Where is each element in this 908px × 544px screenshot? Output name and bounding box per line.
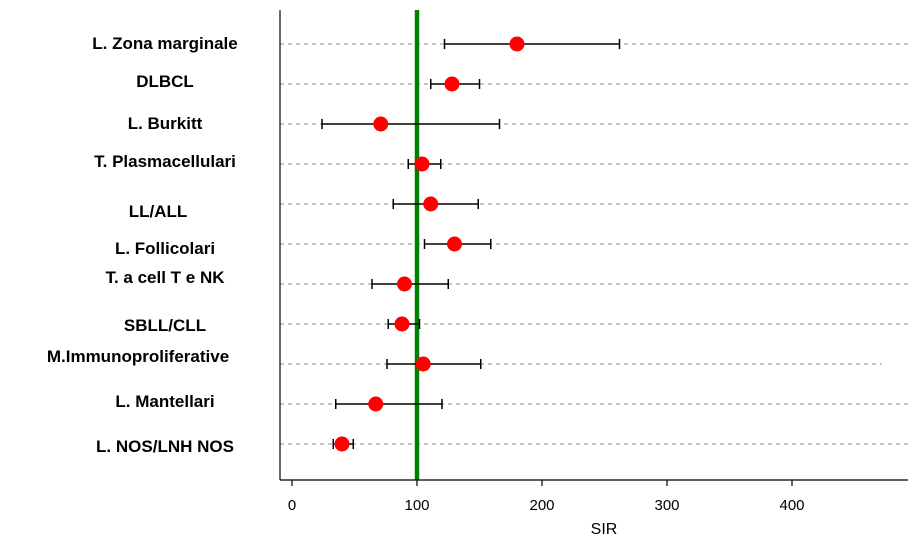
data-point (415, 356, 431, 372)
data-point (423, 196, 439, 212)
data-point (444, 76, 460, 92)
category-label: LL/ALL (129, 202, 188, 221)
x-axis-title: SIR (591, 521, 618, 538)
category-label: T. Plasmacellulari (94, 152, 236, 171)
x-axis-ticks: 01002003004005 (288, 480, 805, 514)
x-tick-label: 200 (529, 497, 554, 514)
data-point (447, 236, 462, 252)
category-label: L. Burkitt (128, 114, 203, 133)
data-point (414, 156, 430, 172)
data-point (509, 36, 525, 52)
x-tick-label: 400 (779, 497, 804, 514)
category-label: DLBCL (136, 72, 194, 91)
data-point (368, 396, 384, 412)
grid-lines (280, 43, 908, 445)
category-label: L. Follicolari (115, 239, 215, 258)
error-bars (321, 39, 621, 449)
data-point (397, 276, 412, 292)
data-point (373, 116, 389, 132)
category-label: L. NOS/LNH NOS (96, 437, 234, 456)
x-tick-label: 0 (288, 497, 296, 514)
category-label: T. a cell T e NK (105, 268, 225, 287)
x-tick-label: 300 (654, 497, 679, 514)
data-points (334, 36, 525, 452)
category-label: SBLL/CLL (124, 316, 206, 335)
category-label: L. Zona marginale (92, 34, 237, 53)
x-tick-label: 100 (404, 497, 429, 514)
category-label: M.Immunoproliferative (47, 347, 229, 366)
data-point (394, 316, 410, 332)
data-point (334, 436, 350, 452)
category-label: L. Mantellari (115, 392, 214, 411)
category-labels: L. Zona marginale DLBCL L. Burkitt T. Plasm… (47, 34, 238, 456)
